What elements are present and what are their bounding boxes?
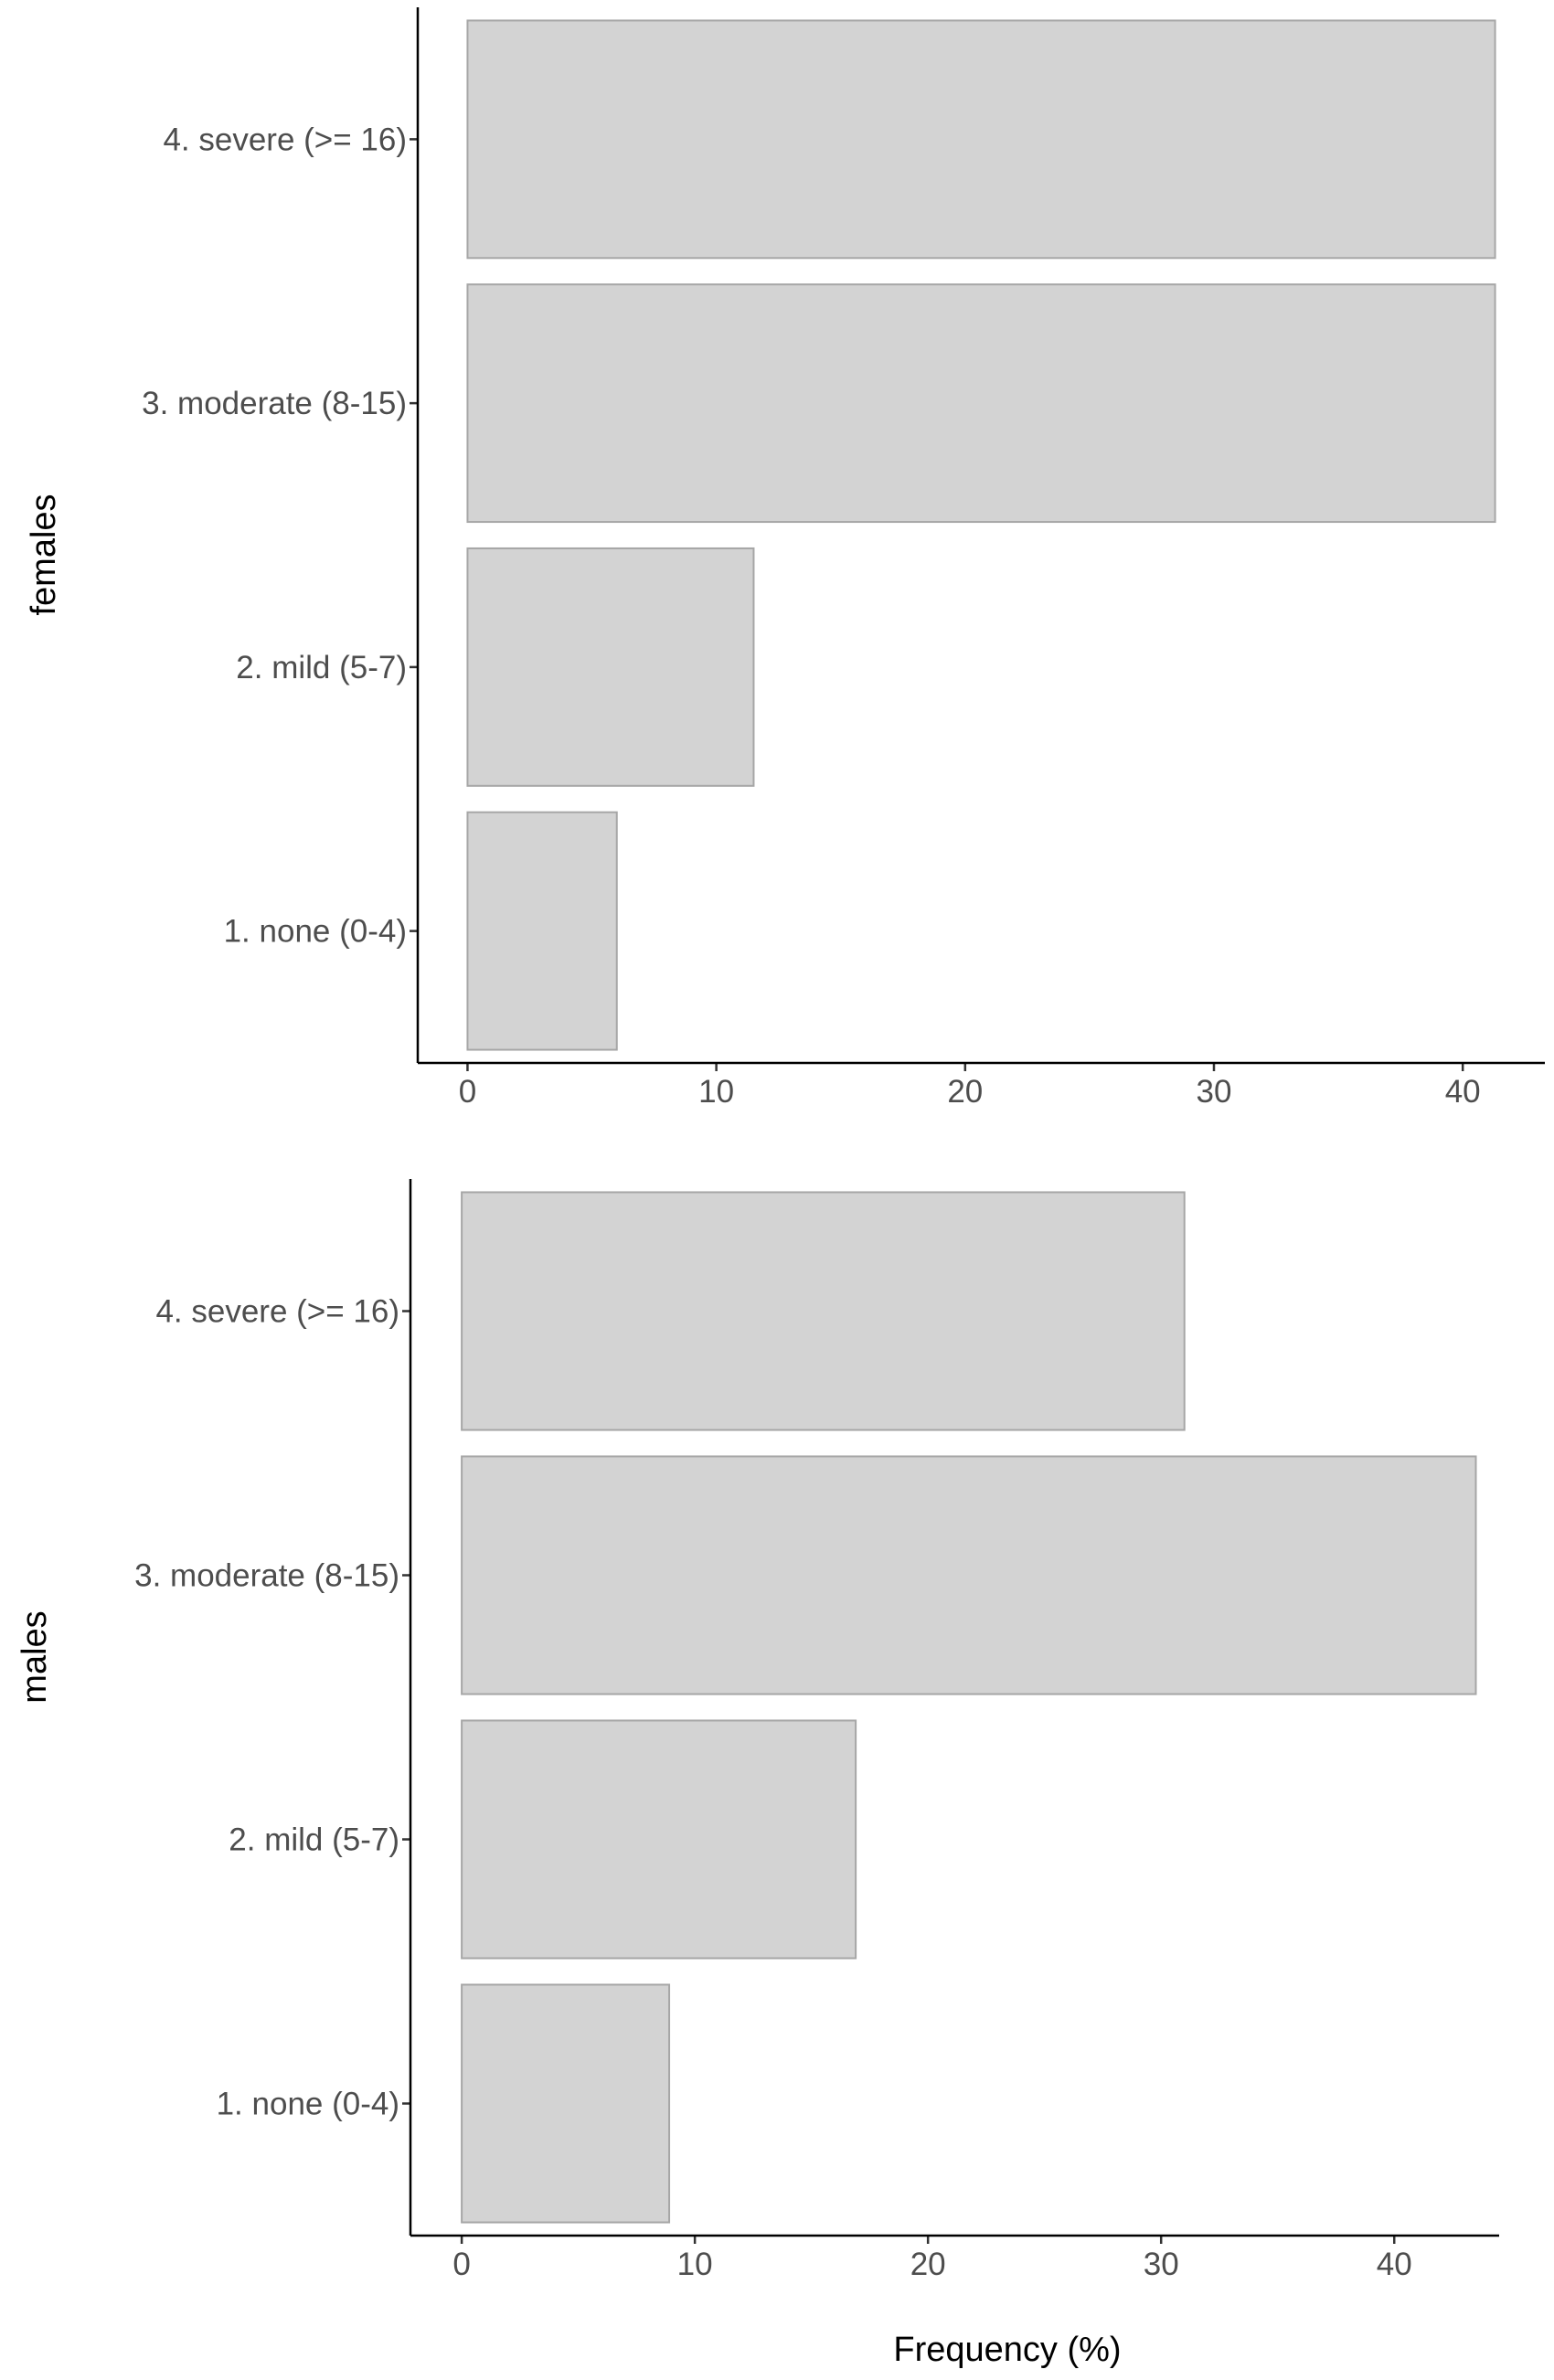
y-tick-label: 4. severe (>= 16) [163,122,407,157]
bar [461,1983,671,2224]
x-tick-label: 10 [698,1074,734,1110]
x-tick-label: 40 [1377,2247,1412,2282]
y-tick-label: 1. none (0-4) [224,914,407,950]
x-tick-label: 30 [1197,1074,1232,1110]
y-tick-label: 3. moderate (8-15) [142,386,407,421]
males-panel: males Frequency (%) 1. none (0-4) 2. mild… [16,1179,1499,2369]
x-tick-label: 0 [459,1074,476,1110]
bar [466,811,618,1051]
females-panel: females 1. none (0-4) 2. mild (5-7) 3. mod… [25,7,1545,1110]
y-tick-label: 2. mild (5-7) [229,1822,399,1858]
y-tick-label: 2. mild (5-7) [236,650,407,685]
bar [466,283,1496,524]
bar [461,1719,857,1960]
bar [461,1455,1477,1695]
bar [466,19,1496,260]
bar [461,1191,1186,1431]
x-tick-label: 0 [452,2247,470,2282]
x-tick-label: 40 [1445,1074,1481,1110]
x-axis-title: Frequency (%) [893,2331,1121,2369]
y-tick-label: 4. severe (>= 16) [155,1294,399,1330]
x-tick-label: 20 [947,1074,983,1110]
bar [466,547,755,787]
y-axis-title: males [16,1610,54,1703]
y-axis-title: females [25,494,63,615]
x-tick-label: 20 [910,2247,946,2282]
y-tick-label: 3. moderate (8-15) [134,1558,399,1594]
x-tick-label: 30 [1144,2247,1179,2282]
x-tick-label: 10 [677,2247,713,2282]
y-tick-label: 1. none (0-4) [217,2087,399,2122]
